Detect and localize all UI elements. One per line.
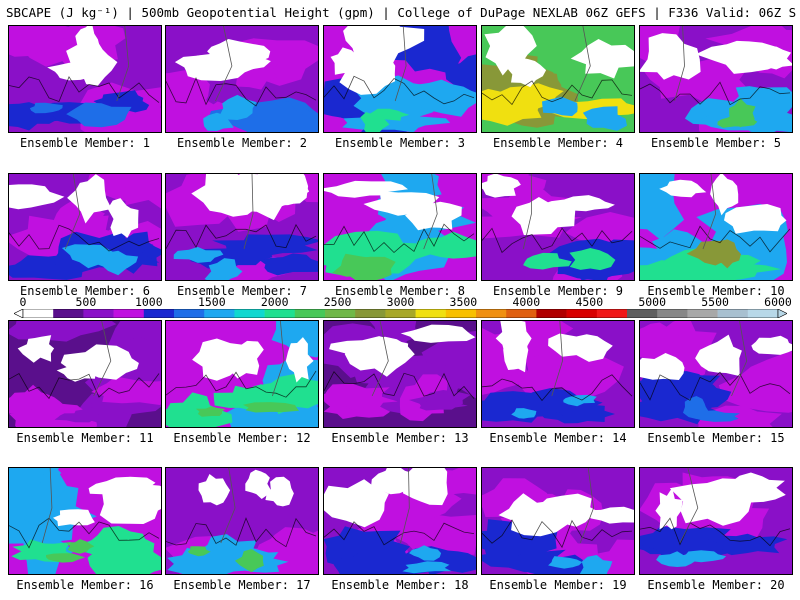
ensemble-member-label: Ensemble Member: 4 (492, 136, 624, 150)
ensemble-member-label: Ensemble Member: 6 (19, 284, 151, 298)
ensemble-member-map-9 (481, 173, 635, 281)
ensemble-member-label: Ensemble Member: 13 (331, 431, 469, 445)
ensemble-member-label: Ensemble Member: 19 (489, 578, 627, 592)
ensemble-member-map-1 (8, 25, 162, 133)
ensemble-member-label: Ensemble Member: 10 (647, 284, 785, 298)
ensemble-member-map-15 (639, 320, 793, 428)
colorbar-segment (687, 309, 718, 318)
colorbar-max-arrow (777, 309, 787, 318)
colorbar-tick-label: 5000 (638, 295, 667, 309)
colorbar-segment (234, 309, 265, 318)
colorbar-segment (204, 309, 235, 318)
colorbar-segment (476, 309, 507, 318)
colorbar-tick-label: 3000 (386, 295, 415, 309)
colorbar-segment (717, 309, 749, 318)
ensemble-member-label: Ensemble Member: 7 (176, 284, 308, 298)
ensemble-member-map-7 (165, 173, 319, 281)
ensemble-member-map-13 (323, 320, 477, 428)
colorbar-segment (445, 309, 477, 318)
colorbar-segment (174, 309, 205, 318)
ensemble-member-map-18 (323, 467, 477, 575)
ensemble-member-map-4 (481, 25, 635, 133)
ensemble-member-label: Ensemble Member: 11 (16, 431, 154, 445)
colorbar-tick-label: 500 (75, 295, 97, 309)
ensemble-member-map-10 (639, 173, 793, 281)
sbcape-colorbar (14, 309, 787, 318)
colorbar-tick-label: 5500 (701, 295, 729, 309)
ensemble-member-map-3 (323, 25, 477, 133)
colorbar-tick-label: 2000 (260, 295, 289, 309)
colorbar-tick-label: 1500 (197, 295, 226, 309)
ensemble-member-map-11 (8, 320, 162, 428)
colorbar-segment (325, 309, 356, 318)
ensemble-member-label: Ensemble Member: 17 (173, 578, 311, 592)
ensemble-member-map-16 (8, 467, 162, 575)
ensemble-member-label: Ensemble Member: 3 (334, 136, 466, 150)
colorbar-segment (596, 309, 628, 318)
ensemble-member-label: Ensemble Member: 9 (492, 284, 624, 298)
ensemble-member-label: Ensemble Member: 5 (650, 136, 782, 150)
colorbar-tick-label: 2500 (323, 295, 352, 309)
ensemble-member-label: Ensemble Member: 12 (173, 431, 311, 445)
colorbar-segment (566, 309, 598, 318)
colorbar-segment (627, 309, 658, 318)
ensemble-member-map-12 (165, 320, 319, 428)
colorbar-segment (143, 309, 175, 318)
colorbar-tick-label: 4500 (575, 295, 604, 309)
colorbar-segment (506, 309, 537, 318)
ensemble-member-label: Ensemble Member: 16 (16, 578, 154, 592)
ensemble-member-map-8 (323, 173, 477, 281)
colorbar-segment (83, 309, 114, 318)
ensemble-member-label: Ensemble Member: 1 (19, 136, 151, 150)
map-title: SBCAPE (J kg⁻¹) | 500mb Geopotential Hei… (6, 5, 796, 20)
colorbar-segment (23, 309, 54, 318)
ensemble-member-map-19 (481, 467, 635, 575)
colorbar-segment (385, 309, 416, 318)
ensemble-member-label: Ensemble Member: 20 (647, 578, 785, 592)
colorbar-min-arrow (14, 309, 24, 318)
ensemble-member-map-2 (165, 25, 319, 133)
ensemble-member-label: Ensemble Member: 2 (176, 136, 308, 150)
ensemble-member-label: Ensemble Member: 8 (334, 284, 466, 298)
colorbar-segment (415, 309, 447, 318)
colorbar-tick-label: 4000 (512, 295, 541, 309)
colorbar-tick-label: 1000 (134, 295, 163, 309)
ensemble-member-label: Ensemble Member: 18 (331, 578, 469, 592)
ensemble-member-label: Ensemble Member: 14 (489, 431, 627, 445)
colorbar-segment (657, 309, 688, 318)
colorbar-tick-label: 3500 (449, 295, 478, 309)
colorbar-tick-label: 0 (19, 295, 27, 309)
ensemble-member-map-20 (639, 467, 793, 575)
colorbar-segment (355, 309, 386, 318)
ensemble-member-label: Ensemble Member: 15 (647, 431, 785, 445)
ensemble-member-map-5 (639, 25, 793, 133)
ensemble-member-map-14 (481, 320, 635, 428)
colorbar-segment (113, 309, 145, 318)
ensemble-member-map-6 (8, 173, 162, 281)
colorbar-segment (747, 309, 779, 318)
colorbar-segment (536, 309, 567, 318)
colorbar-segment (53, 309, 84, 318)
colorbar-tick-label: 6000 (764, 295, 792, 309)
ensemble-member-map-17 (165, 467, 319, 575)
colorbar-segment (264, 309, 296, 318)
colorbar-segment (294, 309, 326, 318)
